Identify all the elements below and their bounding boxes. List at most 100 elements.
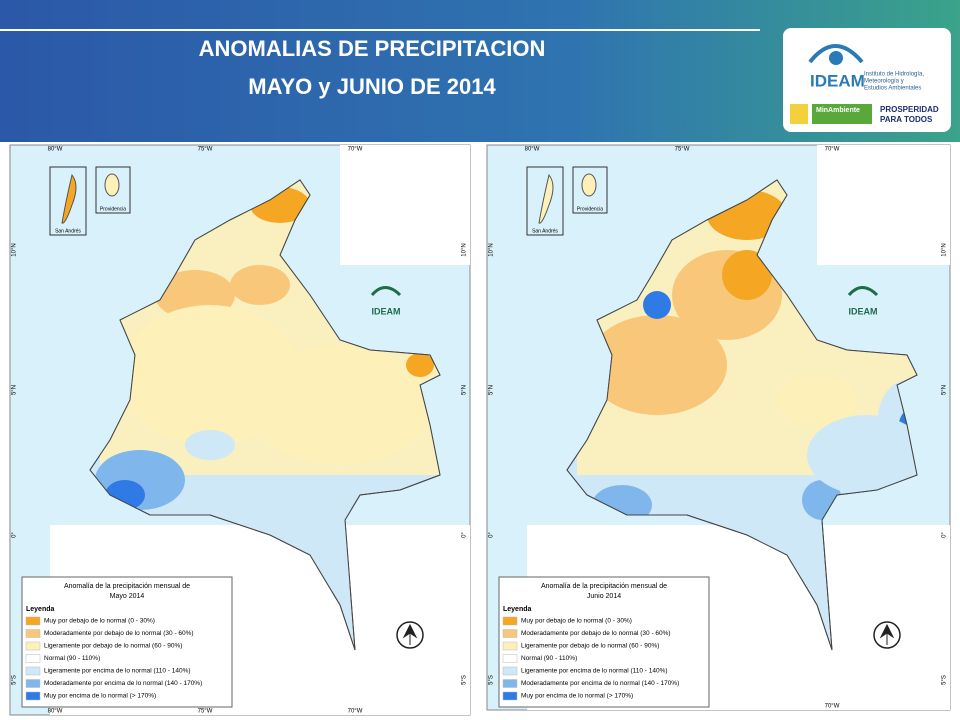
legend-title: Mayo 2014: [110, 593, 145, 600]
north-arrow-pointer: [402, 623, 418, 645]
neighbor-land: [340, 145, 470, 265]
anomaly-area: [587, 315, 727, 415]
inset-label: Providencia: [577, 206, 603, 212]
legend-box: [21, 576, 233, 708]
anomaly-area: [643, 291, 671, 319]
north-arrow-pointer: [879, 623, 895, 645]
country-border: [566, 179, 918, 651]
legend-swatch: [502, 666, 518, 676]
logo-institute: Estudios Ambientales: [864, 86, 921, 92]
latitude-label: 5°N: [12, 385, 18, 395]
legend-swatch: [502, 629, 518, 638]
latitude-label: 5°N: [489, 385, 495, 395]
anomaly-area: [230, 265, 290, 305]
legend-label: Muy por debajo de lo normal (0 - 30%): [44, 618, 155, 625]
legend-label: Ligeramente por encima de lo normal (110…: [44, 668, 191, 675]
map-panel: San AndrésProvidenciaIDEAM80°W80°W75°W75…: [486, 144, 951, 711]
ministry-box: [812, 104, 872, 124]
legend-title: Anomalía de la precipitación mensual de: [64, 583, 190, 590]
legend-title: Junio 2014: [587, 593, 621, 600]
latitude-label: 10°N: [12, 243, 18, 256]
latitude-label: 5°S: [462, 675, 468, 685]
logo: IDEAM Instituto de Hidrología, Meteorolo…: [783, 28, 951, 132]
neighbor-land: [817, 145, 950, 265]
legend-label: Ligeramente por debajo de lo normal (60 …: [44, 643, 182, 650]
anomaly-area: [807, 415, 917, 495]
inset-label: San Andrés: [532, 228, 558, 234]
legend-label: Moderadamente por debajo de lo normal (3…: [521, 630, 671, 637]
legend-label: Moderadamente por encima de lo normal (1…: [44, 680, 202, 687]
latitude-label: 10°N: [942, 243, 948, 256]
legend: Anomalía de la precipitación mensual de M…: [21, 576, 233, 708]
legend-label: Muy por encima de lo normal (> 170%): [44, 693, 156, 700]
inset-island: [104, 173, 120, 197]
country-border: [89, 179, 441, 651]
inset-island: [581, 173, 597, 197]
legend-swatch: [25, 666, 41, 676]
map-panel: San AndrésProvidenciaIDEAM80°W80°W75°W75…: [9, 144, 471, 716]
watermark: IDEAM: [849, 306, 878, 316]
legend-label: Normal (90 - 110%): [521, 655, 577, 662]
longitude-label: 80°W: [48, 709, 63, 715]
legend-swatch: [502, 616, 518, 626]
legend-swatch: [502, 654, 518, 663]
watermark-eye: [370, 286, 402, 297]
slogan: PARA TODOS: [880, 115, 933, 124]
title-line: ANOMALIAS DE PRECIPITACION: [199, 36, 546, 61]
legend-swatch: [25, 641, 41, 651]
legend-label: Normal (90 - 110%): [44, 655, 100, 662]
inset-label: San Andrés: [55, 228, 81, 234]
legend-swatch: [25, 629, 41, 638]
legend: Anomalía de la precipitación mensual de J…: [498, 576, 710, 708]
latitude-label: 0°: [942, 532, 948, 538]
inset-island: [538, 173, 554, 224]
longitude-label: 80°W: [525, 147, 540, 153]
ministry-label: MinAmbiente: [816, 107, 860, 114]
legend-swatch: [502, 691, 518, 701]
legend-label: Ligeramente por debajo de lo normal (60 …: [521, 643, 659, 650]
anomaly-area: [406, 353, 434, 377]
latitude-label: 5°S: [12, 675, 18, 685]
colombia-shield: [790, 104, 808, 124]
longitude-label: 70°W: [825, 147, 840, 153]
latitude-label: 0°: [12, 532, 18, 538]
legend-swatch: [502, 641, 518, 651]
longitude-label: 80°W: [48, 147, 63, 153]
watermark: IDEAM: [372, 306, 401, 316]
legend-label: Muy por debajo de lo normal (0 - 30%): [521, 618, 632, 625]
legend-label: Muy por encima de lo normal (> 170%): [521, 693, 633, 700]
inset-label: Providencia: [100, 206, 126, 212]
legend-label: Moderadamente por encima de lo normal (1…: [521, 680, 679, 687]
legend-label: Moderadamente por debajo de lo normal (3…: [44, 630, 194, 637]
latitude-label: 5°S: [489, 675, 495, 685]
anomaly-area: [185, 430, 235, 460]
legend-swatch: [25, 691, 41, 701]
longitude-label: 75°W: [198, 147, 213, 153]
latitude-label: 5°S: [942, 675, 948, 685]
anomaly-area: [250, 345, 430, 465]
longitude-label: 70°W: [348, 147, 363, 153]
legend-swatch: [502, 679, 518, 688]
latitude-label: 5°N: [462, 385, 468, 395]
legend-swatch: [25, 654, 41, 663]
latitude-label: 5°N: [942, 385, 948, 395]
logo-pupil: [829, 51, 843, 65]
latitude-label: 10°N: [489, 243, 495, 256]
legend-heading: Leyenda: [503, 606, 532, 613]
latitude-label: 0°: [489, 532, 495, 538]
logo-institute: Meteorología y: [864, 79, 904, 85]
anomaly-area: [722, 250, 772, 300]
logo-institute: Instituto de Hidrología,: [864, 72, 924, 78]
title-line: MAYO y JUNIO DE 2014: [248, 74, 496, 99]
longitude-label: 75°W: [675, 147, 690, 153]
slogan: PROSPERIDAD: [880, 105, 939, 114]
inset-island: [61, 173, 77, 224]
longitude-label: 70°W: [348, 709, 363, 715]
legend-label: Ligeramente por encima de lo normal (110…: [521, 668, 668, 675]
anomaly-area: [777, 375, 857, 425]
latitude-label: 0°: [462, 532, 468, 538]
longitude-label: 70°W: [825, 704, 840, 710]
legend-swatch: [25, 616, 41, 626]
